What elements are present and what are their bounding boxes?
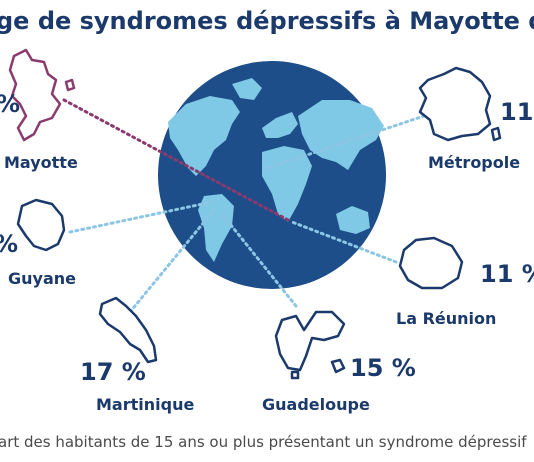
connector-mayotte	[62, 98, 290, 222]
value-mayotte: %	[0, 90, 20, 118]
chart-title: ge de syndromes dépressifs à Mayotte qu'…	[0, 7, 534, 35]
world-globe	[158, 61, 386, 289]
guadeloupe-islet-2	[290, 370, 300, 380]
label-martinique: Martinique	[96, 395, 194, 414]
connectors	[62, 98, 438, 314]
connector-guadeloupe	[220, 212, 298, 308]
guyane-outline	[16, 198, 66, 252]
mayotte-outline	[8, 48, 62, 142]
connector-guyane	[68, 200, 214, 234]
connector-reunion	[290, 220, 398, 264]
connector-metropole	[266, 110, 438, 170]
value-metropole: 11 %	[500, 98, 534, 126]
globe-land-south-america	[198, 194, 234, 262]
guadeloupe-outline	[274, 310, 346, 372]
corsica-outline	[490, 126, 502, 142]
label-metropole: Métropole	[428, 153, 520, 172]
value-martinique: 17 %	[80, 358, 146, 386]
chart-caption: art des habitants de 15 ans ou plus prés…	[0, 433, 527, 451]
label-mayotte: Mayotte	[4, 153, 78, 172]
metropole-outline	[418, 66, 492, 142]
region-labels: % Mayotte 11 % Métropole % Guyane 11 % L…	[0, 90, 534, 414]
label-guyane: Guyane	[8, 269, 76, 288]
globe-land-europe	[262, 112, 298, 138]
value-reunion: 11 %	[480, 260, 534, 288]
globe-land-australia	[336, 206, 370, 234]
globe-land-north-america	[168, 96, 240, 176]
label-guadeloupe: Guadeloupe	[262, 395, 370, 414]
region-outlines	[8, 48, 502, 380]
reunion-outline	[398, 236, 464, 290]
label-reunion: La Réunion	[396, 309, 496, 328]
martinique-outline	[98, 296, 158, 364]
globe-land-asia	[298, 100, 384, 170]
value-guadeloupe: 15 %	[350, 354, 416, 382]
globe-land-greenland	[232, 78, 262, 100]
mayotte-islet	[64, 78, 76, 92]
value-guyane: %	[0, 230, 18, 258]
guadeloupe-islet-1	[330, 358, 346, 374]
connector-martinique	[128, 208, 216, 314]
